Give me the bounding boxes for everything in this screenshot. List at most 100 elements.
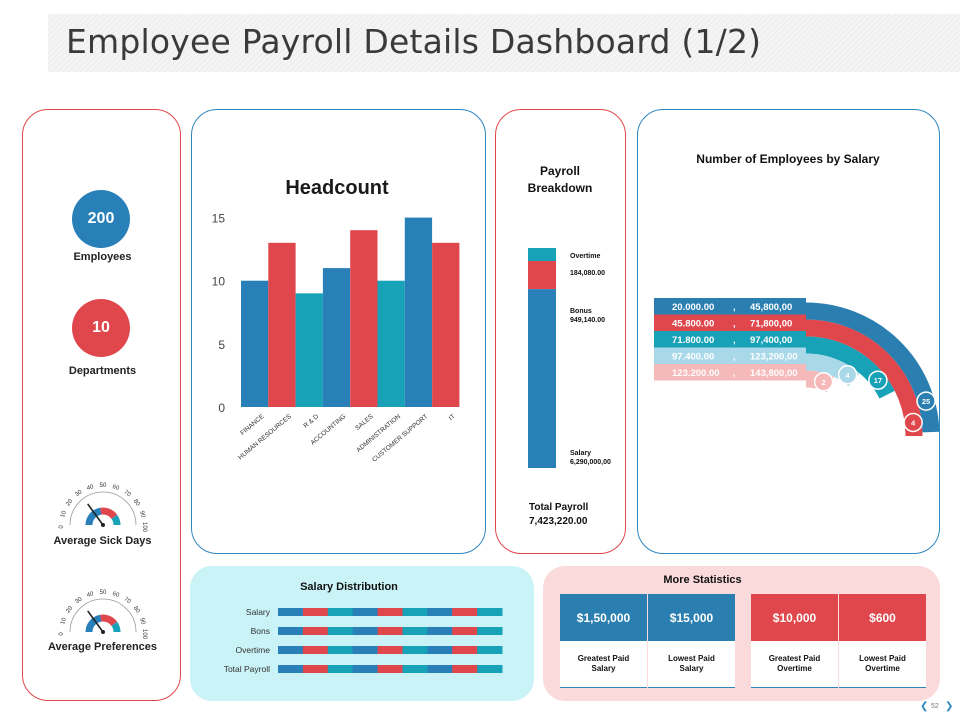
salary-band-high: 45,800,00 (750, 302, 792, 313)
gauge-needle (87, 610, 104, 633)
distribution-segment (377, 608, 403, 616)
gauge-needle (87, 503, 104, 526)
salary-band-count: 2 (822, 378, 826, 387)
gauge-tick-label: 80 (132, 498, 141, 507)
salary-band-count: 25 (922, 397, 930, 406)
salary-band-low: 45.800.00 (672, 319, 714, 330)
distribution-row-label: Total Payroll (224, 664, 270, 674)
headcount-bar (432, 242, 460, 407)
payroll-segment (528, 248, 556, 261)
gauge-tick-label: 50 (100, 590, 107, 596)
distribution-segment (402, 608, 428, 616)
stat-value: $10,000 (751, 594, 838, 641)
distribution-bars: Salary Bons Overtime Total Payroll (224, 607, 503, 674)
distribution-segment (402, 665, 428, 673)
distribution-segment (452, 665, 478, 673)
salary-band-count: 17 (874, 376, 882, 385)
x-tick-label: HUMAN RESOURCES (237, 413, 293, 462)
distribution-segment (477, 646, 503, 654)
gauge-tick-label: 70 (123, 489, 132, 498)
distribution-segment (278, 665, 304, 673)
headcount-panel: Headcount 0 5 10 15 FINANCE HUMAN RESOURCES R &… (191, 109, 486, 554)
salary-band-count-badge (916, 391, 936, 411)
kpi-panel: 200 Employees 10 Departments 0 10 20 30 40 50… (22, 109, 181, 701)
distribution-segment (302, 665, 329, 673)
distribution-segment (327, 646, 354, 654)
distribution-segment (377, 665, 403, 673)
prev-page-icon[interactable]: ❮ (920, 701, 929, 712)
gauge-segment (111, 514, 121, 526)
salary-band-low: 20.000.00 (672, 302, 714, 313)
salary-band-low: 71.800.00 (672, 335, 714, 346)
headcount-bar (295, 293, 323, 407)
payroll-panel: Payroll Breakdown Overtime 184,080.00 Bo… (495, 109, 626, 554)
x-tick-label: FINANCE (239, 413, 266, 437)
salary-bands-panel: Number of Employees by Salary 20.000.00,… (637, 109, 940, 554)
y-tick-label: 15 (212, 212, 226, 226)
stat-label: Lowest Paid Salary (648, 641, 735, 688)
distribution-segment (427, 627, 453, 635)
salary-band-bar (654, 347, 806, 364)
distribution-segment (427, 608, 453, 616)
gauge-tick-label: 40 (86, 484, 95, 492)
sick-days-label: Average Sick Days (53, 535, 152, 547)
salary-bands-chart: 20.000.00, 45,800,00 25 45.800.00, 71,800,00… (654, 298, 940, 437)
stat-label: Greatest Paid Salary (560, 641, 647, 688)
salary-band-bar (654, 331, 806, 348)
salary-band-high: 97,400,00 (750, 335, 792, 346)
salary-band-bar (654, 314, 806, 331)
y-tick-label: 5 (218, 338, 225, 352)
salary-band-count: 4 (846, 371, 851, 380)
departments-kpi-circle: 10 (72, 299, 130, 357)
payroll-stacked-bar (528, 248, 556, 468)
overtime-value: 184,080.00 (570, 270, 606, 277)
distribution-segment (352, 665, 379, 673)
gauge-hub (101, 523, 105, 527)
salary-band-separator: , (733, 368, 736, 379)
salary-label: Salary (570, 450, 592, 457)
gauge-tick-label: 10 (60, 510, 68, 519)
gauge-tick-label: 60 (112, 484, 121, 492)
headcount-bar (322, 268, 351, 407)
salary-band-count-badge (903, 412, 923, 433)
salary-distribution-panel: Salary Distribution Salary Bons Overtime To… (190, 566, 534, 701)
distribution-segment (352, 646, 379, 654)
next-page-icon[interactable]: ❯ (945, 701, 954, 712)
stat-value: $15,000 (648, 594, 735, 641)
salary-bands-title: Number of Employees by Salary (696, 152, 880, 166)
gauge-tick-label: 30 (74, 489, 83, 498)
payroll-segment (528, 261, 556, 290)
distribution-row-label: Bons (251, 626, 270, 636)
y-tick-label: 0 (218, 401, 225, 415)
gauge-tick-label: 100 (141, 629, 147, 640)
distribution-segment (302, 627, 329, 635)
gauge-scale-arc (69, 491, 137, 526)
bonus-value: 949,140.00 (570, 317, 606, 324)
bonus-label: Bonus (570, 308, 592, 315)
gauge-tick-label: 100 (141, 522, 147, 533)
gauge-tick-label: 90 (138, 510, 146, 519)
salary-band-count-badge (837, 365, 858, 385)
gauge-segment (85, 614, 102, 633)
distribution-segment (452, 608, 478, 616)
departments-kpi-label: Departments (68, 365, 137, 377)
distribution-segment (278, 646, 304, 654)
gauge-segment (111, 621, 121, 633)
headcount-bar (377, 280, 405, 407)
distribution-segment (402, 646, 428, 654)
distribution-segment (477, 665, 503, 673)
stat-value: $1,50,000 (560, 594, 647, 641)
distribution-segment (402, 627, 428, 635)
salary-band-count: 4 (911, 418, 916, 427)
distribution-segment (427, 665, 453, 673)
distribution-segment (302, 646, 329, 654)
salary-band-separator: , (733, 302, 736, 313)
x-tick-label: IT (448, 413, 457, 422)
gauge-scale-arc (69, 598, 137, 633)
preferences-label: Average Preferences (47, 641, 158, 653)
distribution-segment (302, 608, 329, 616)
page-number: 52 (931, 703, 939, 710)
stat-label: Lowest Paid Overtime (839, 641, 926, 688)
